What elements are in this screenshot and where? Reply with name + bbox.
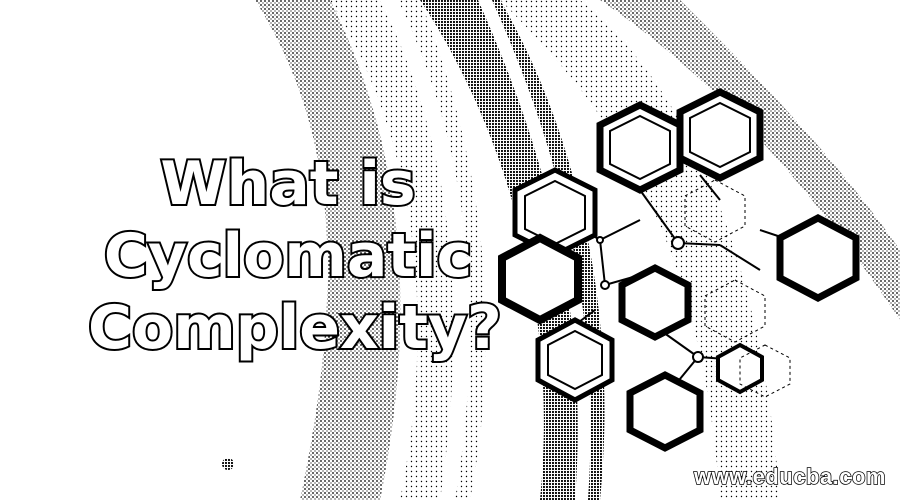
title-line-3: Complexity? [86,291,504,365]
title-line-1: What is [158,147,417,221]
title-line-2: Cyclomatic [102,219,474,293]
molecule-atoms [596,236,704,363]
banner-title: What is Cyclomatic Complexity? [86,147,504,365]
ink-speck [222,458,234,470]
site-watermark: www.educba.com [693,463,886,490]
hexagon-rings [498,88,860,452]
